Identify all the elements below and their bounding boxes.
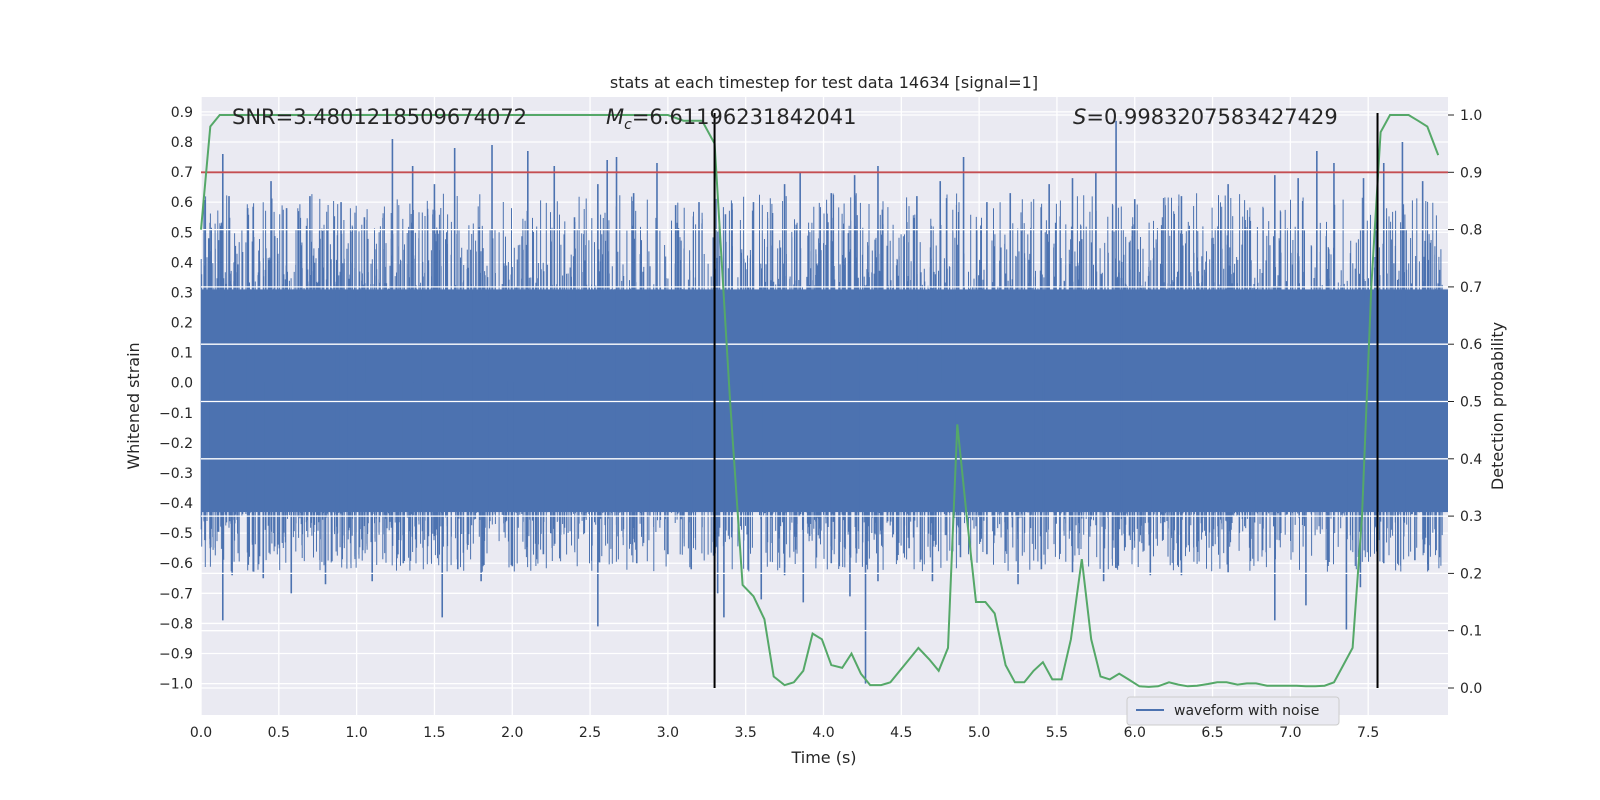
y-left-tick-label: −0.5 [159,526,193,542]
chirp-mass-annotation: Mc=6.61196231842041 [606,105,857,133]
chirp-mass-symbol: M [606,105,624,129]
x-tick-label: 6.5 [1201,725,1223,741]
x-tick-label: 7.5 [1357,725,1379,741]
y-right-axis-label: Detection probability [1488,322,1507,490]
x-tick-label: 5.5 [1046,725,1068,741]
y-left-tick-label: −0.7 [159,586,193,602]
legend-label: waveform with noise [1174,703,1319,719]
x-tick-label: 1.0 [345,725,367,741]
y-right-tick-label: 1.0 [1460,108,1482,124]
y-left-tick-label: −0.3 [159,466,193,482]
y-gridlines-overlay [201,114,1448,689]
y-left-tick-label: −0.9 [159,647,193,663]
x-tick-label: 0.0 [190,725,212,741]
y-left-tick-label: 0.3 [171,285,193,301]
y-right-tick-labels: 1.0 0.9 0.8 0.7 0.6 0.5 0.4 0.3 0.2 0.1 0.0 [1448,108,1482,697]
x-axis-label: Time (s) [790,748,856,767]
y-left-tick-label: 0.8 [171,135,193,151]
event-markers [713,113,1379,688]
y-left-tick-label: −0.2 [159,436,193,452]
y-left-tick-label: 0.5 [171,225,193,241]
y-right-tick-label: 0.1 [1460,624,1482,640]
y-right-tick-label: 0.3 [1460,509,1482,525]
x-tick-label: 3.5 [735,725,757,741]
chirp-mass-value: =6.61196231842041 [632,105,857,129]
x-tick-label: 2.0 [501,725,523,741]
probability-series [200,114,1440,688]
y-left-tick-label: −0.6 [159,556,193,572]
x-tick-label: 3.0 [657,725,679,741]
y-left-tick-label: 0.4 [171,255,193,271]
x-tick-label: 7.0 [1279,725,1301,741]
x-tick-labels: 0.0 0.5 1.0 1.5 2.0 2.5 3.0 3.5 4.0 4.5 5.0 5.5 6.0 6… [190,725,1379,741]
x-tick-label: 0.5 [268,725,290,741]
y-right-tick-label: 0.6 [1460,337,1482,353]
y-right-tick-label: 0.4 [1460,452,1482,468]
y-right-tick-label: 0.5 [1460,395,1482,411]
y-right-tick-label: 0.2 [1460,566,1482,582]
x-tick-label: 4.5 [890,725,912,741]
y-right-tick-label: 0.8 [1460,223,1482,239]
y-left-tick-label: −1.0 [159,677,193,693]
x-tick-label: 2.5 [579,725,601,741]
y-right-tick-label: 0.7 [1460,280,1482,296]
y-left-tick-label: −0.1 [159,406,193,422]
y-left-tick-label: 0.1 [171,346,193,362]
chart-title: stats at each timestep for test data 146… [610,73,1038,92]
y-left-tick-label: −0.8 [159,616,193,632]
snr-annotation: SNR=3.4801218509674072 [232,105,527,129]
x-tick-label: 6.0 [1124,725,1146,741]
y-left-tick-label: −0.4 [159,496,193,512]
statistic-value: =0.9983207583427429 [1086,105,1337,129]
y-left-tick-label: 0.9 [171,105,193,121]
y-left-tick-labels: 0.9 0.8 0.7 0.6 0.5 0.4 0.3 0.2 0.1 0.0 −0.1 −0.2 −0… [159,105,193,693]
legend: waveform with noise [1126,696,1340,726]
y-right-tick-label: 0.9 [1460,165,1482,181]
waveform-series [200,120,1448,684]
statistic-annotation: S=0.9983207583427429 [1073,105,1338,129]
y-right-tick-label: 0.0 [1460,681,1482,697]
x-tick-label: 1.5 [423,725,445,741]
statistic-symbol: S [1073,105,1086,129]
legend-box [1126,696,1340,726]
x-tick-label: 4.0 [812,725,834,741]
y-left-tick-label: 0.2 [171,316,193,332]
y-left-axis-label: Whitened strain [124,342,143,469]
y-left-tick-label: 0.6 [171,195,193,211]
y-left-tick-label: 0.7 [171,165,193,181]
chirp-mass-subscript: c [624,117,632,133]
x-tick-label: 5.0 [968,725,990,741]
y-left-tick-label: 0.0 [171,376,193,392]
probability-line [200,114,1440,688]
